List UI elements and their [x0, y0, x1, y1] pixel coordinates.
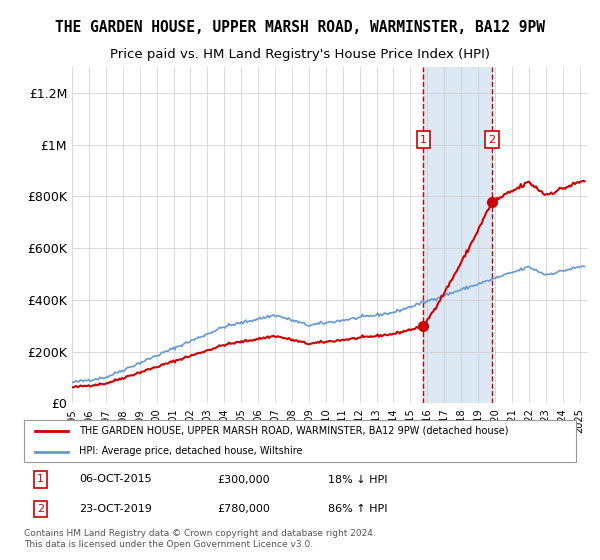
Text: £780,000: £780,000 [217, 504, 270, 514]
Text: 06-OCT-2015: 06-OCT-2015 [79, 474, 152, 484]
Text: Contains HM Land Registry data © Crown copyright and database right 2024.
This d: Contains HM Land Registry data © Crown c… [24, 529, 376, 549]
Text: HPI: Average price, detached house, Wiltshire: HPI: Average price, detached house, Wilt… [79, 446, 303, 456]
Text: 86% ↑ HPI: 86% ↑ HPI [328, 504, 387, 514]
Text: 1: 1 [37, 474, 44, 484]
Text: Price paid vs. HM Land Registry's House Price Index (HPI): Price paid vs. HM Land Registry's House … [110, 48, 490, 60]
Text: 2: 2 [488, 134, 495, 144]
Text: THE GARDEN HOUSE, UPPER MARSH ROAD, WARMINSTER, BA12 9PW (detached house): THE GARDEN HOUSE, UPPER MARSH ROAD, WARM… [79, 426, 509, 436]
Text: 18% ↓ HPI: 18% ↓ HPI [328, 474, 387, 484]
Text: THE GARDEN HOUSE, UPPER MARSH ROAD, WARMINSTER, BA12 9PW: THE GARDEN HOUSE, UPPER MARSH ROAD, WARM… [55, 20, 545, 35]
Text: 2: 2 [37, 504, 44, 514]
Bar [424, 67, 492, 403]
Text: 23-OCT-2019: 23-OCT-2019 [79, 504, 152, 514]
Text: £300,000: £300,000 [217, 474, 270, 484]
Text: 1: 1 [420, 134, 427, 144]
